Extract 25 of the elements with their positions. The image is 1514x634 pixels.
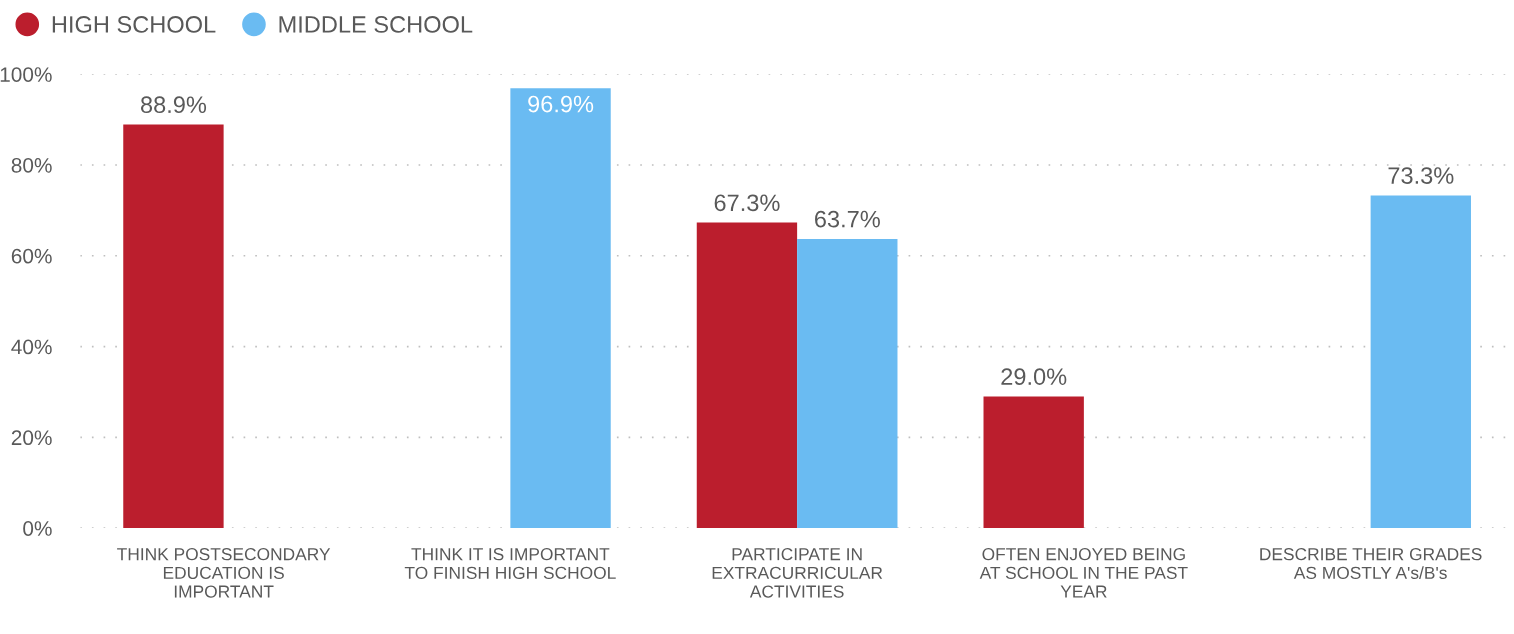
bar: [696, 222, 798, 529]
bar: [983, 396, 1084, 529]
y-tick-label: 60%: [11, 248, 52, 264]
data-label: 29.0%: [1001, 368, 1067, 385]
y-tick-label: 80%: [11, 157, 52, 173]
x-tick-label: THINK POSTSECONDARY EDUCATION IS IMPORTANT: [117, 548, 331, 598]
bar: [797, 238, 898, 529]
y-tick-label: 0%: [23, 521, 52, 536]
y-tick-label: 100%: [0, 67, 52, 82]
y-tick-label: 20%: [11, 430, 52, 446]
data-label: 63.7%: [815, 210, 880, 228]
legend-label: MIDDLE SCHOOL: [279, 16, 473, 33]
data-label: 96.9%: [528, 95, 594, 113]
legend-label: HIGH SCHOOL: [52, 16, 216, 33]
data-label: 73.3%: [1388, 167, 1454, 184]
bar: [510, 88, 611, 529]
x-tick-label: DESCRIBE THEIR GRADES AS MOSTLY A's/B's: [1260, 548, 1482, 580]
bar: [1370, 195, 1471, 529]
x-tick-label: PARTICIPATE IN EXTRACURRICULAR ACTIVITIES: [712, 548, 883, 598]
x-tick-label: OFTEN ENJOYED BEING AT SCHOOL IN THE PAST YEAR: [979, 548, 1188, 598]
data-label: 67.3%: [714, 194, 780, 212]
bar: [123, 124, 224, 529]
data-label: 88.9%: [140, 96, 207, 114]
x-tick-label: THINK IT IS IMPORTANT TO FINISH HIGH SCHOOL: [404, 548, 616, 580]
y-tick-label: 40%: [11, 339, 52, 355]
